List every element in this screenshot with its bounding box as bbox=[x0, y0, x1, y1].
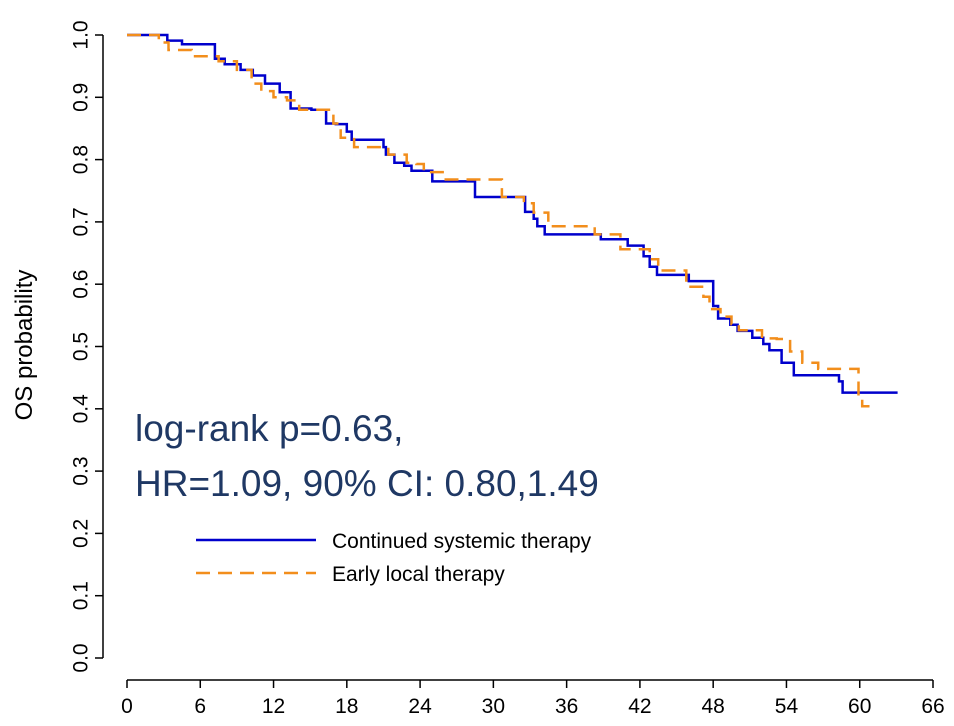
legend: Continued systemic therapy Early local t… bbox=[196, 530, 592, 586]
annotation-hr: HR=1.09, 90% CI: 0.80,1.49 bbox=[135, 463, 599, 504]
x-tick-label: 30 bbox=[482, 695, 505, 718]
y-tick-label: 1.0 bbox=[69, 20, 92, 49]
annotation-logrank: log-rank p=0.63, bbox=[135, 408, 403, 449]
x-tick-label: 6 bbox=[194, 695, 206, 718]
legend-label-continued: Continued systemic therapy bbox=[332, 530, 592, 553]
y-tick-label: 0.1 bbox=[69, 581, 92, 610]
y-axis-title: OS probability bbox=[11, 270, 38, 421]
x-tick-label: 36 bbox=[555, 695, 578, 718]
x-tick-label: 12 bbox=[262, 695, 285, 718]
x-tick-label: 0 bbox=[121, 695, 133, 718]
x-tick-label: 48 bbox=[702, 695, 725, 718]
series-layer bbox=[127, 33, 898, 408]
y-tick-label: 0.0 bbox=[69, 643, 92, 672]
x-tick-label: 60 bbox=[848, 695, 871, 718]
y-tick-label: 0.9 bbox=[69, 83, 92, 112]
y-tick-label: 0.7 bbox=[69, 207, 92, 236]
y-tick-label: 0.6 bbox=[69, 270, 92, 299]
series-early-local-line bbox=[127, 33, 870, 408]
x-tick-label: 42 bbox=[628, 695, 651, 718]
x-axis: 0 6 12 18 24 30 36 42 48 54 60 66 bbox=[121, 679, 945, 718]
x-tick-label: 54 bbox=[775, 695, 799, 718]
y-axis: 0.0 0.1 0.2 0.3 0.4 0.5 0.6 0.7 0.8 0.9 1.0 bbox=[69, 20, 104, 673]
x-tick-label: 24 bbox=[408, 695, 432, 718]
y-tick-label: 0.3 bbox=[69, 456, 92, 485]
x-tick-label: 66 bbox=[921, 695, 944, 718]
y-tick-label: 0.8 bbox=[69, 145, 92, 174]
y-tick-label: 0.2 bbox=[69, 519, 92, 548]
legend-label-early: Early local therapy bbox=[332, 563, 505, 586]
x-tick-label: 18 bbox=[335, 695, 358, 718]
y-tick-label: 0.4 bbox=[69, 394, 92, 424]
y-tick-label: 0.5 bbox=[69, 332, 92, 361]
